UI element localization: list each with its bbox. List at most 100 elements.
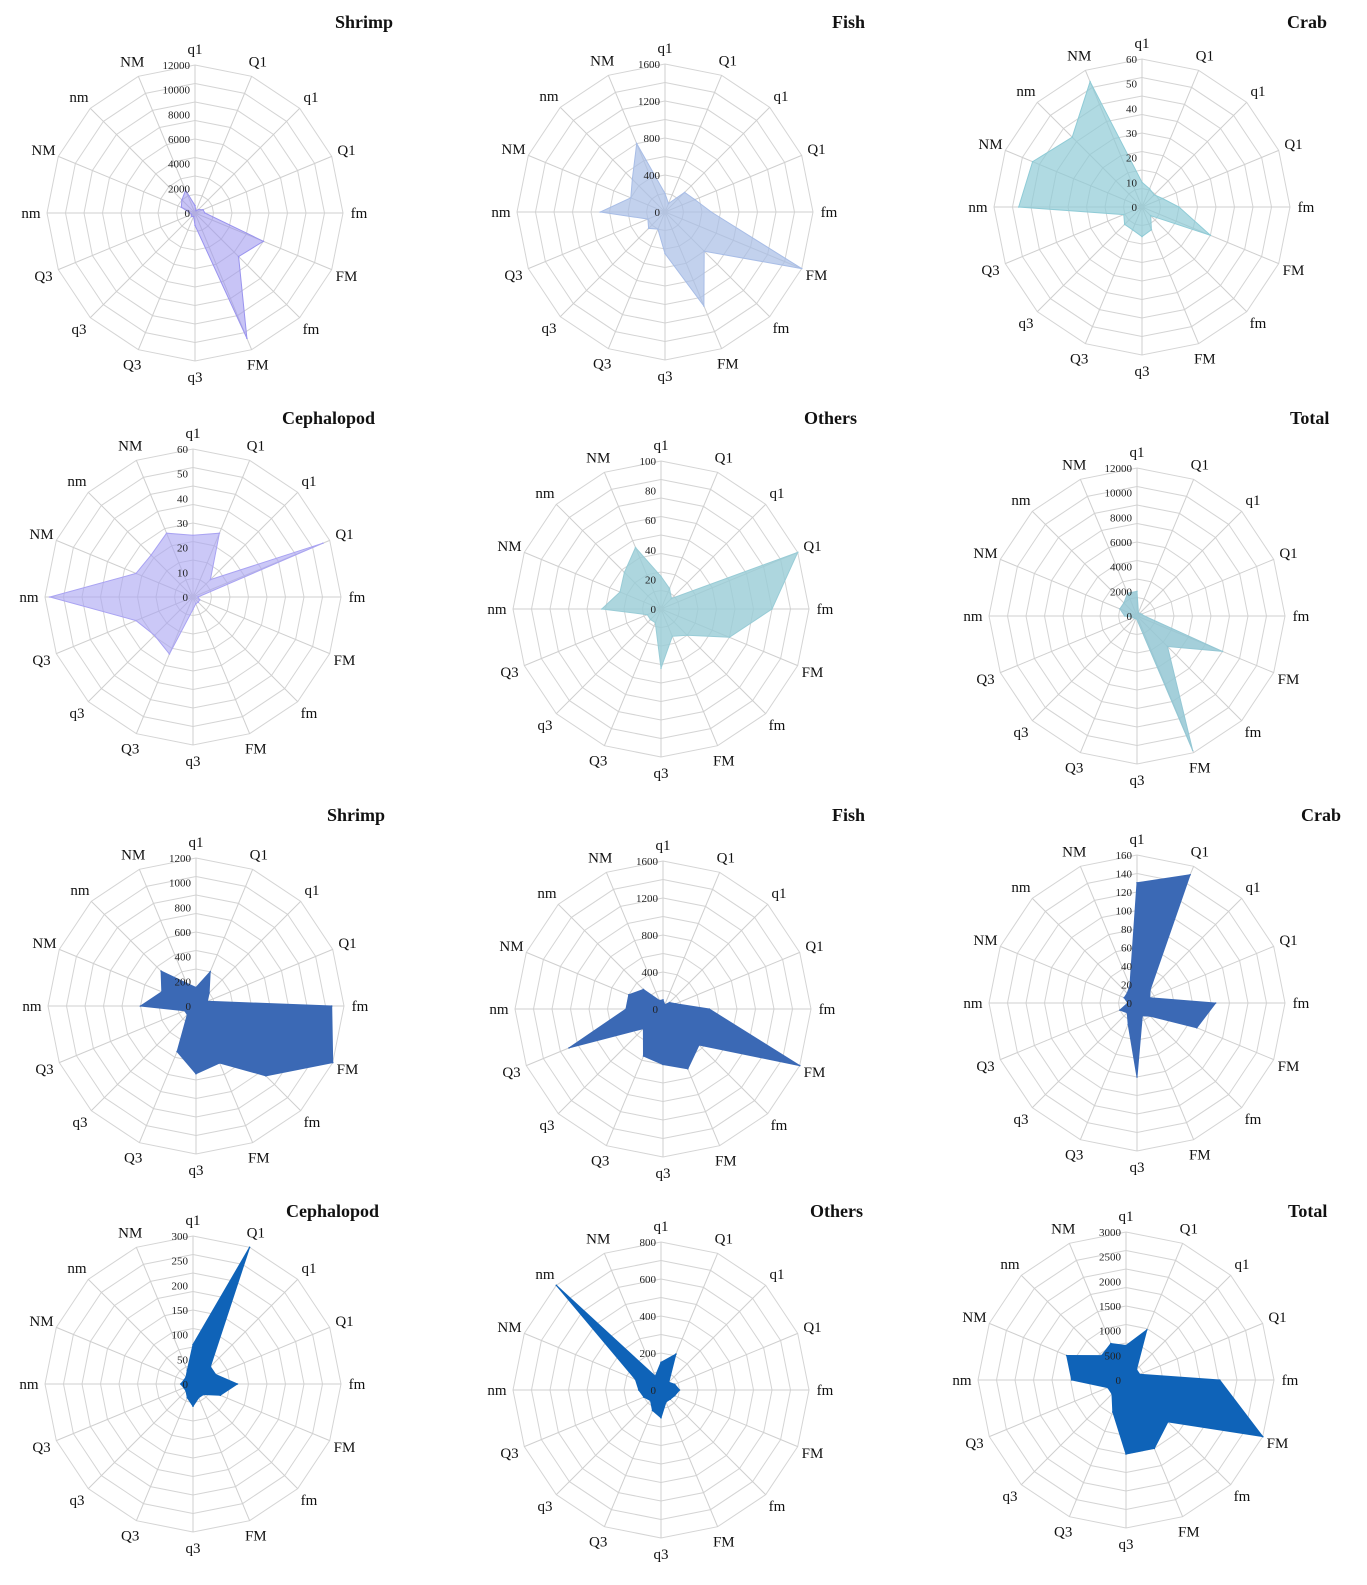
axis-label: q1 <box>654 1219 669 1235</box>
axis-label: nm <box>491 205 511 221</box>
axis-label: FM <box>1278 1059 1300 1075</box>
axis-label: NM <box>590 54 614 70</box>
data-point <box>189 212 191 214</box>
tick-label: 4000 <box>168 159 191 171</box>
data-point <box>202 208 204 211</box>
data-point <box>1143 615 1146 617</box>
data-point <box>1146 1329 1148 1331</box>
axis-label: fm <box>1245 1112 1262 1128</box>
grid-spoke <box>660 472 719 610</box>
axis-label: fm <box>769 718 786 734</box>
data-point <box>660 667 662 669</box>
tick-label: 6000 <box>168 134 191 146</box>
data-point <box>1138 1373 1141 1376</box>
axis-label: Q1 <box>1268 1310 1286 1326</box>
data-point <box>647 218 649 220</box>
data-point <box>168 653 171 655</box>
data-point <box>647 227 650 230</box>
data-point <box>265 1075 267 1077</box>
data-point <box>668 587 671 590</box>
data-point <box>1141 1015 1144 1017</box>
axis-label: q3 <box>189 1163 204 1179</box>
tick-label: 120 <box>1116 887 1133 899</box>
tick-label: 60 <box>177 444 189 456</box>
axis-label: Q1 <box>1191 458 1209 474</box>
grid-spoke <box>1136 1002 1195 1140</box>
axis-label: q1 <box>186 1213 201 1229</box>
axis-label: nm <box>21 206 41 222</box>
data-point <box>1149 989 1151 991</box>
radar-svg: 0 200 400 600 800 q1 Q1 q1 Q1 fm FM fm FM q3 Q3 q3 Q3 nm N… <box>487 1219 833 1563</box>
axis-label: Q3 <box>1065 761 1083 777</box>
data-point <box>631 178 634 181</box>
tick-label: 2000 <box>1099 1276 1122 1288</box>
data-point <box>1161 197 1164 200</box>
data-point <box>660 575 662 578</box>
tick-label: 10 <box>177 567 189 579</box>
axis-label: Q1 <box>1180 1222 1198 1238</box>
tick-label: 1200 <box>638 96 661 108</box>
axis-label: FM <box>1189 1148 1211 1164</box>
radar-panel: Shrimp 0 200 400 600 800 1000 1200 q1 Q1 q1 Q1 fm FM f… <box>0 793 455 1189</box>
grid-spoke <box>1141 206 1248 313</box>
data-point <box>694 198 696 201</box>
grid-spoke <box>1141 101 1248 208</box>
data-point <box>139 1005 142 1007</box>
data-point <box>635 142 638 145</box>
axis-label: Q3 <box>121 1529 139 1545</box>
axis-label: Q3 <box>1065 1148 1083 1164</box>
chart-title: Total <box>1288 1201 1328 1221</box>
data-point <box>248 1246 251 1249</box>
axis-label: fm <box>1245 725 1262 741</box>
data-point <box>1136 618 1138 621</box>
axis-label: Q1 <box>249 55 267 71</box>
axis-label: Q1 <box>807 142 825 158</box>
radar-svg: 0 10 20 30 40 50 60 q1 Q1 q1 Q1 fm FM fm FM q3 Q3 q3 Q3 nm N… <box>968 36 1314 380</box>
axis-label: q3 <box>542 321 557 337</box>
tick-label: 1500 <box>1099 1301 1122 1313</box>
data-point <box>194 224 196 227</box>
tick-label: 100 <box>1116 906 1133 918</box>
axis-label: Q3 <box>1070 352 1088 368</box>
axis-label: NM <box>501 142 525 158</box>
axis-label: NM <box>120 55 144 71</box>
axis-label: Q1 <box>335 1314 353 1330</box>
grid-spoke <box>194 107 301 214</box>
data-point <box>658 999 661 1002</box>
data-point <box>218 532 221 534</box>
axis-label: FM <box>802 1446 824 1462</box>
data-point <box>665 1401 667 1403</box>
radar-panel: Crab 0 20 40 60 80 100 120 140 160 q1 Q1 q1 Q1 fm FM fm F… <box>912 793 1367 1189</box>
axis-label: q3 <box>656 1166 671 1182</box>
data-point <box>1136 882 1138 884</box>
axis-label: FM <box>1278 672 1300 688</box>
axis-label: nm <box>489 1002 509 1018</box>
axis-label: FM <box>334 653 356 669</box>
data-point <box>1148 188 1151 190</box>
axis-label: NM <box>118 1226 142 1242</box>
axis-label: Q1 <box>338 936 356 952</box>
data-point <box>135 619 137 622</box>
data-point <box>601 608 603 610</box>
grid-spoke <box>660 1389 719 1527</box>
data-point <box>771 608 773 610</box>
tick-label: 20 <box>177 543 189 555</box>
grid-spoke <box>1031 1002 1138 1109</box>
tick-label: 0 <box>651 1385 657 1397</box>
grid-spoke <box>603 608 662 746</box>
axis-label: Q1 <box>247 1226 265 1242</box>
axis-label: Q1 <box>1196 49 1214 65</box>
data-point <box>1123 996 1125 999</box>
tick-label: 60 <box>1121 943 1133 955</box>
grid-spoke <box>1136 558 1274 617</box>
axis-label: q1 <box>774 89 789 105</box>
chart-title: Total <box>1290 408 1330 428</box>
data-point <box>1221 650 1224 653</box>
tick-label: 0 <box>183 592 189 604</box>
data-point <box>185 1390 187 1392</box>
grid-spoke <box>989 1379 1127 1438</box>
grid-spoke <box>1000 615 1138 674</box>
grid-spoke <box>660 1389 767 1496</box>
tick-label: 400 <box>640 1311 657 1323</box>
